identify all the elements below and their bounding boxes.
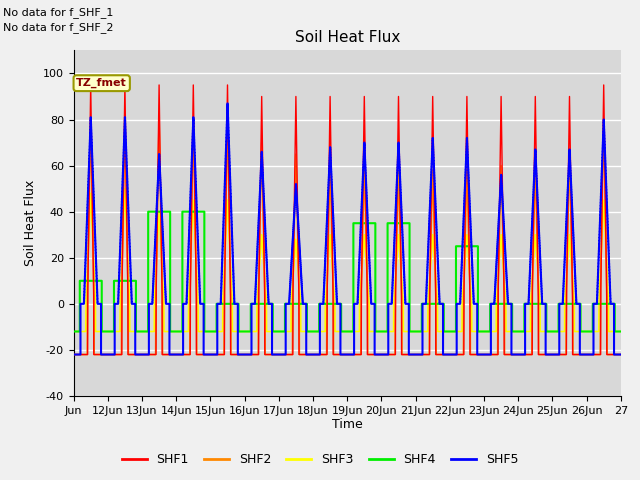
Text: No data for f_SHF_2: No data for f_SHF_2 (3, 22, 114, 33)
Legend: SHF1, SHF2, SHF3, SHF4, SHF5: SHF1, SHF2, SHF3, SHF4, SHF5 (116, 448, 524, 471)
Title: Soil Heat Flux: Soil Heat Flux (294, 30, 400, 45)
Y-axis label: Soil Heat Flux: Soil Heat Flux (24, 180, 37, 266)
X-axis label: Time: Time (332, 419, 363, 432)
Text: No data for f_SHF_1: No data for f_SHF_1 (3, 7, 113, 18)
Text: TZ_fmet: TZ_fmet (76, 78, 127, 88)
